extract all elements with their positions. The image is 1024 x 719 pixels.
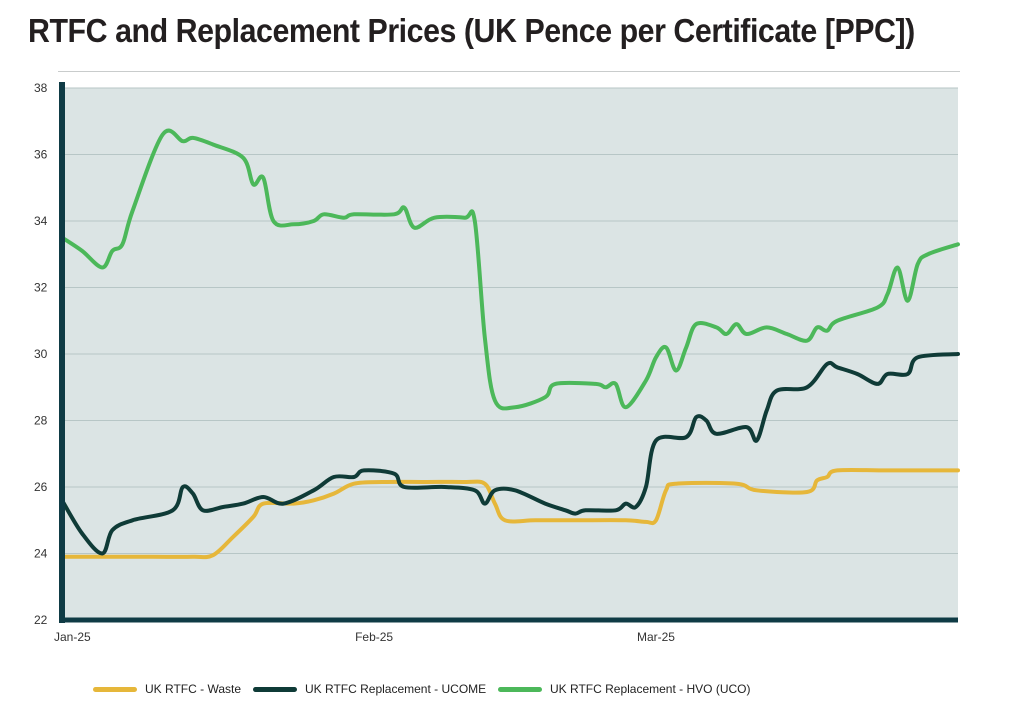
chart-title: RTFC and Replacement Prices (UK Pence pe… [28,12,915,49]
chart-legend: UK RTFC - Waste UK RTFC Replacement - UCO… [0,682,1024,702]
y-tick-label: 38 [34,81,48,95]
legend-label: UK RTFC Replacement - HVO (UCO) [550,682,751,696]
legend-item: UK RTFC - Waste [93,682,241,696]
series-line-1 [60,467,960,560]
y-tick-label: 28 [34,414,48,428]
legend-label: UK RTFC - Waste [145,682,242,696]
title-divider [58,71,960,72]
gridlines [62,87,958,554]
y-tick-label: 26 [34,480,48,494]
legend-item: UK RTFC Replacement - UCOME [253,682,486,696]
legend-item: UK RTFC Replacement - HVO (UCO) [498,682,750,696]
legend-swatch [253,686,297,692]
y-tick-label: 36 [34,148,48,162]
x-axis-ticks: Jan-25 Feb-25 Mar-25 [54,630,675,644]
x-tick-label: Jan-25 [54,630,91,644]
series-line-3 [60,128,960,411]
x-tick-label: Mar-25 [637,630,675,644]
axes [59,82,958,623]
legend-label: UK RTFC Replacement - UCOME [305,682,487,696]
x-tick-label: Feb-25 [355,630,393,644]
y-tick-label: 32 [34,281,48,295]
y-tick-label: 22 [34,613,48,627]
legend-swatch [93,686,137,692]
y-tick-label: 24 [34,547,48,561]
y-tick-label: 34 [34,214,48,228]
series-line-2 [60,352,960,556]
y-axis-ticks: 22 24 26 28 30 32 34 36 38 [34,81,48,627]
series-lines [60,128,960,560]
legend-swatch [498,686,542,692]
y-tick-label: 30 [34,347,48,361]
